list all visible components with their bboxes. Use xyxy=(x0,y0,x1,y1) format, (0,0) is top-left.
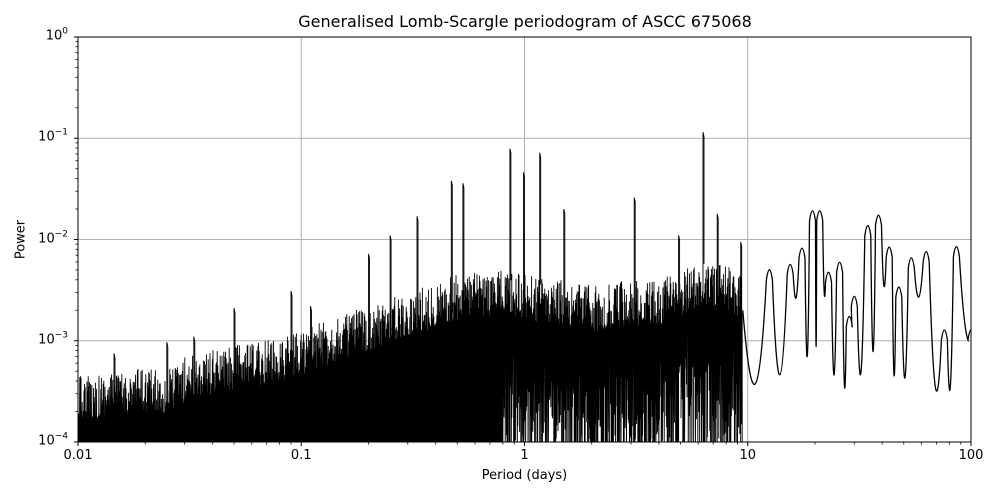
power-curve xyxy=(78,132,743,442)
x-tick-label: 10 xyxy=(739,448,757,463)
y-tick-label: 10−2 xyxy=(38,229,68,246)
y-axis-label: Power xyxy=(13,219,29,260)
y-tick-label: 10−3 xyxy=(38,330,68,348)
x-tick-label: 100 xyxy=(958,448,984,463)
y-tick-label: 10−4 xyxy=(38,431,68,449)
x-tick-label: 0.1 xyxy=(290,448,312,463)
plot-area xyxy=(78,132,971,442)
chart-title: Generalised Lomb-Scargle periodogram of … xyxy=(298,12,752,31)
y-tick-label: 10−1 xyxy=(38,127,68,145)
x-tick-label: 0.01 xyxy=(63,448,93,463)
axis-ticks xyxy=(74,36,972,446)
x-tick-label: 1 xyxy=(520,448,529,463)
x-axis-label: Period (days) xyxy=(481,468,568,483)
long-period-curve xyxy=(742,210,971,392)
y-tick-label: 100 xyxy=(45,26,68,44)
